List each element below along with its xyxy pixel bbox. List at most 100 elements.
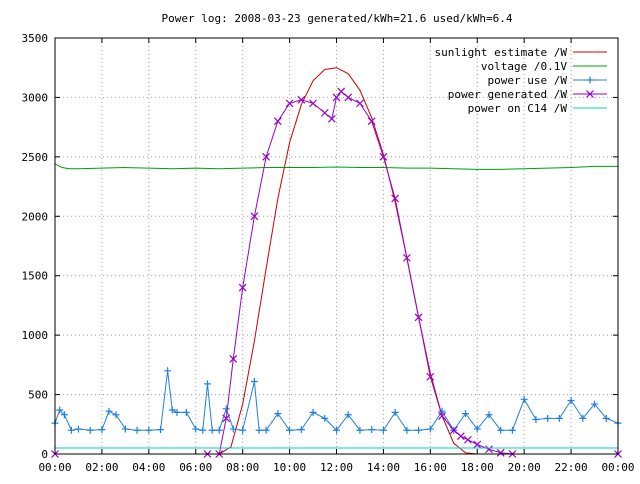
data-point	[67, 426, 75, 434]
x-tick-label: 10:00	[273, 461, 306, 474]
data-point	[286, 426, 294, 434]
data-point	[520, 395, 528, 403]
x-tick-label: 06:00	[179, 461, 212, 474]
data-point	[485, 445, 493, 454]
data-point	[438, 412, 446, 420]
x-tick-label: 14:00	[367, 461, 400, 474]
data-point	[438, 407, 446, 415]
data-point	[368, 426, 376, 434]
data-point	[602, 414, 610, 422]
data-point	[222, 405, 230, 413]
data-point	[229, 425, 237, 433]
data-point	[98, 426, 106, 434]
data-point	[215, 426, 223, 434]
data-point	[379, 152, 388, 161]
data-point	[192, 425, 200, 433]
data-point	[238, 283, 247, 292]
data-point	[133, 426, 141, 434]
legend-marker	[586, 90, 594, 98]
y-tick-label: 1000	[22, 329, 49, 342]
data-point	[567, 397, 575, 405]
data-point	[250, 212, 259, 221]
data-point	[121, 425, 129, 433]
x-tick-label: 00:00	[38, 461, 71, 474]
data-point	[403, 426, 411, 434]
data-point	[402, 253, 411, 262]
data-point	[262, 426, 270, 434]
data-point	[532, 416, 540, 424]
x-tick-label: 04:00	[132, 461, 165, 474]
legend-marker	[586, 76, 594, 84]
data-point	[173, 408, 181, 416]
data-point	[463, 435, 472, 444]
data-point	[239, 426, 247, 434]
x-tick-label: 02:00	[85, 461, 118, 474]
data-point	[274, 410, 282, 418]
data-point	[485, 411, 493, 419]
data-point	[164, 367, 172, 375]
data-point	[414, 313, 423, 322]
data-point	[222, 414, 231, 423]
series-0	[55, 67, 618, 455]
data-point	[379, 426, 387, 434]
data-point	[86, 426, 94, 434]
data-point	[145, 426, 153, 434]
x-tick-label: 08:00	[226, 461, 259, 474]
data-point	[591, 400, 599, 408]
data-point	[426, 372, 435, 381]
data-point	[391, 194, 400, 203]
data-point	[182, 408, 190, 416]
x-tick-label: 18:00	[461, 461, 494, 474]
data-point	[356, 426, 364, 434]
data-point	[327, 114, 336, 123]
data-point	[60, 411, 68, 419]
data-point	[337, 87, 346, 96]
legend-label: power use /W	[488, 74, 568, 87]
data-point	[309, 408, 317, 416]
data-point	[208, 426, 216, 434]
data-point	[262, 152, 271, 161]
data-point	[497, 426, 505, 434]
data-point	[285, 99, 294, 108]
data-point	[321, 414, 329, 422]
data-point	[473, 440, 482, 449]
chart-title: Power log: 2008-03-23 generated/kWh=21.6…	[162, 12, 513, 25]
data-point	[456, 432, 465, 441]
data-point	[105, 407, 113, 415]
data-point	[332, 93, 341, 102]
data-point	[449, 426, 458, 435]
data-point	[250, 377, 258, 385]
data-point	[462, 410, 470, 418]
legend-label: power on C14 /W	[468, 102, 568, 115]
data-point	[157, 426, 165, 434]
data-point	[367, 117, 376, 126]
axis-ticks: 00:00 02:00 04:00 06:00 08:00 10:00 12:00 14:00…	[22, 32, 635, 474]
x-tick-label: 20:00	[508, 461, 541, 474]
series-line	[54, 370, 619, 432]
data-point	[112, 411, 120, 419]
data-point	[199, 426, 207, 434]
legend-label: voltage /0.1V	[481, 60, 567, 73]
y-tick-label: 2500	[22, 151, 49, 164]
series-1	[54, 163, 618, 170]
y-tick-label: 0	[41, 448, 48, 461]
grid	[55, 38, 618, 454]
data-point	[579, 414, 587, 422]
data-point	[415, 426, 423, 434]
y-tick-label: 1500	[22, 270, 49, 283]
series-3	[51, 87, 622, 458]
y-tick-label: 3500	[22, 32, 49, 45]
data-point	[333, 426, 340, 434]
series-line	[55, 67, 618, 455]
data-point	[426, 425, 434, 433]
legend-label: power generated /W	[448, 88, 568, 101]
data-point	[320, 108, 329, 117]
data-point	[344, 411, 352, 419]
data-point	[508, 426, 516, 434]
y-tick-label: 500	[28, 389, 48, 402]
data-point	[391, 408, 399, 416]
data-point	[203, 380, 211, 388]
